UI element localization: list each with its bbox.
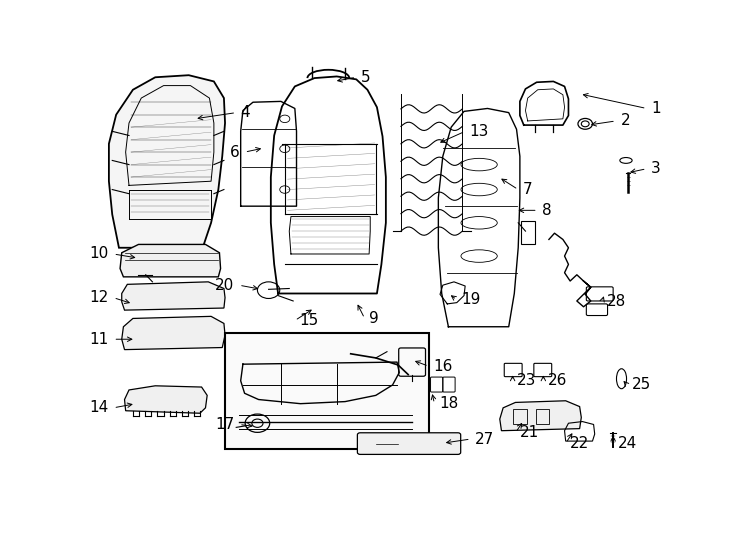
Text: 13: 13 <box>470 124 489 139</box>
Text: 26: 26 <box>548 373 567 388</box>
Text: 27: 27 <box>475 431 495 447</box>
Text: 7: 7 <box>523 182 532 197</box>
Text: 15: 15 <box>299 313 319 328</box>
Text: 24: 24 <box>617 436 637 451</box>
Text: 12: 12 <box>90 290 109 305</box>
Text: 19: 19 <box>461 292 481 307</box>
Text: 3: 3 <box>651 161 661 176</box>
Text: 2: 2 <box>620 113 630 129</box>
Text: 21: 21 <box>520 426 539 440</box>
Text: 5: 5 <box>360 70 371 85</box>
Bar <box>521 221 535 244</box>
Text: 8: 8 <box>542 203 552 218</box>
Text: 20: 20 <box>215 278 235 293</box>
Text: 17: 17 <box>215 417 235 432</box>
Polygon shape <box>122 282 225 310</box>
Polygon shape <box>109 75 225 248</box>
FancyBboxPatch shape <box>357 433 461 454</box>
Polygon shape <box>122 316 225 349</box>
Bar <box>513 409 526 424</box>
Polygon shape <box>500 401 581 431</box>
FancyBboxPatch shape <box>225 333 429 449</box>
Text: 6: 6 <box>230 145 240 160</box>
Text: 14: 14 <box>90 400 109 415</box>
Text: 25: 25 <box>631 377 651 393</box>
Bar <box>536 409 549 424</box>
Polygon shape <box>125 386 207 413</box>
Polygon shape <box>120 245 221 277</box>
Text: 4: 4 <box>241 105 250 120</box>
Text: 28: 28 <box>606 294 625 309</box>
Text: 22: 22 <box>570 436 589 451</box>
Text: 9: 9 <box>369 311 379 326</box>
Text: 18: 18 <box>439 396 458 411</box>
Text: 11: 11 <box>90 332 109 347</box>
Text: 1: 1 <box>651 101 661 116</box>
Text: 10: 10 <box>90 246 109 261</box>
Text: 16: 16 <box>433 359 453 374</box>
Text: 23: 23 <box>517 373 537 388</box>
